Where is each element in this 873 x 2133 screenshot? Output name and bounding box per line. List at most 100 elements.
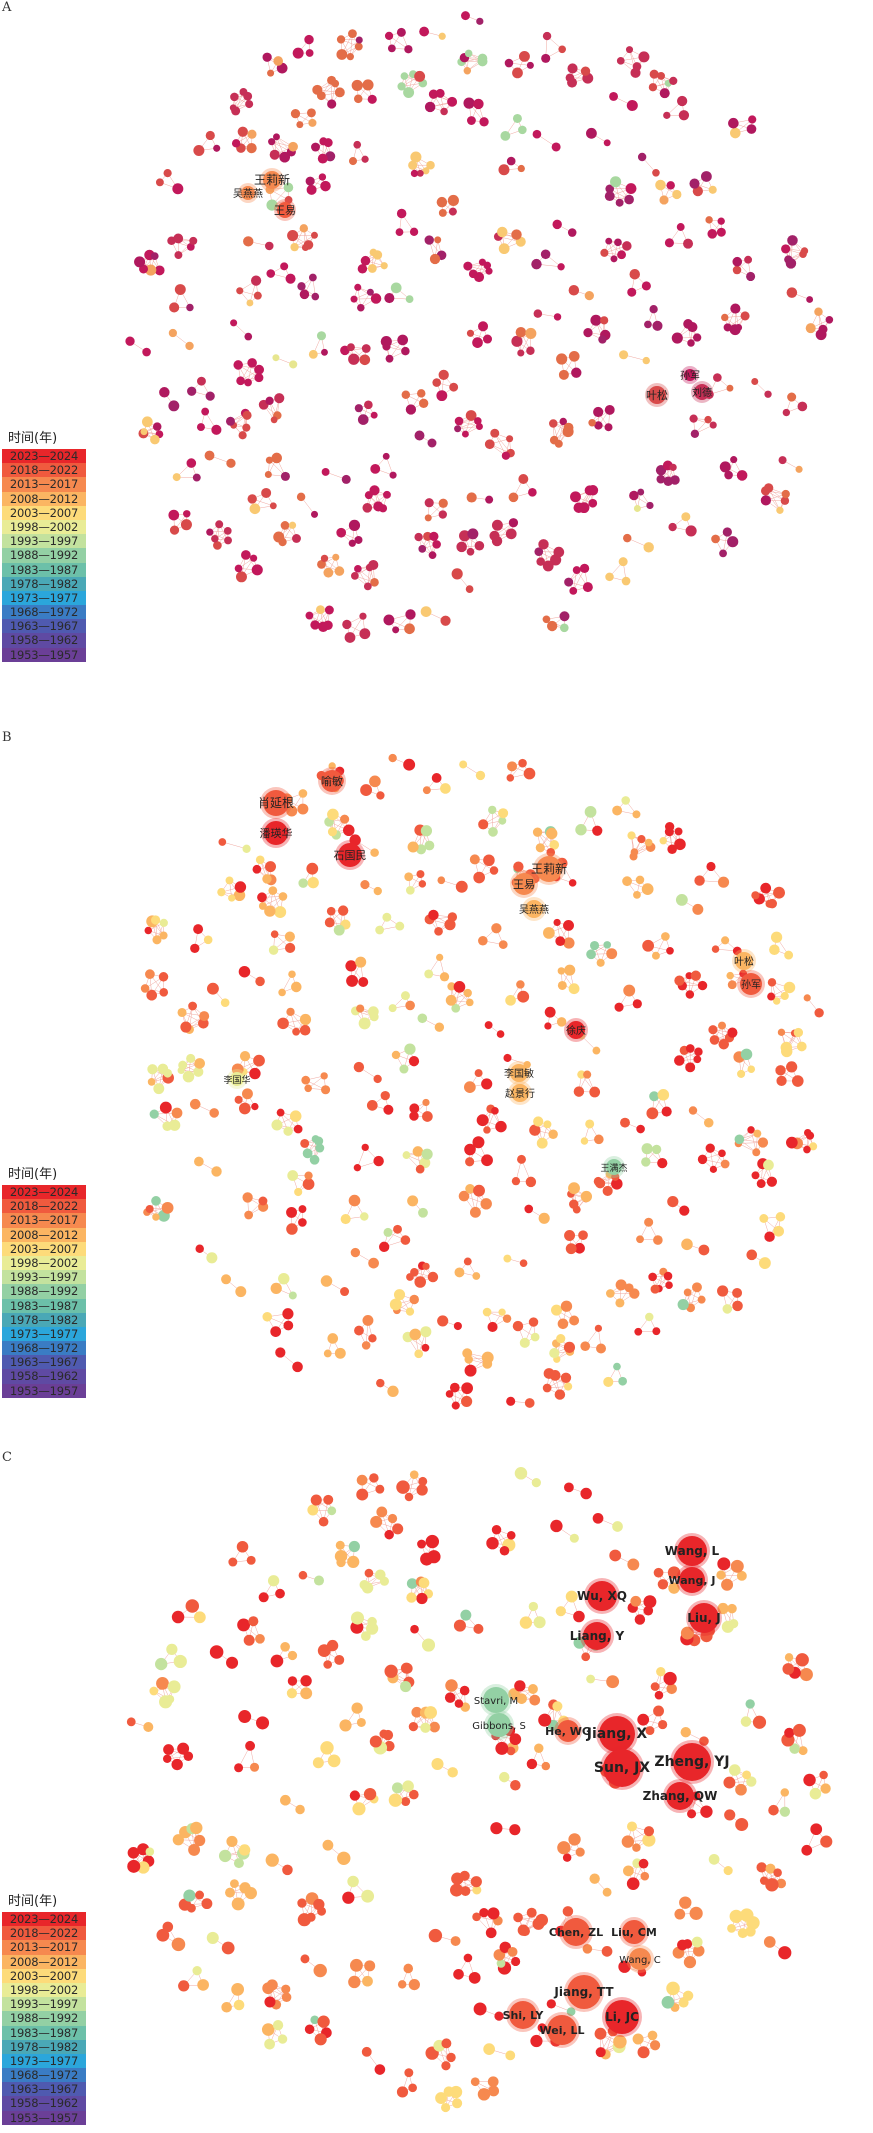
node: [362, 1975, 373, 1987]
node: [125, 336, 135, 346]
node: [688, 1106, 698, 1115]
node: [465, 1157, 475, 1167]
node: [563, 919, 574, 931]
node: [459, 1870, 470, 1881]
node: [333, 924, 345, 936]
node: [233, 1858, 244, 1869]
node: [622, 241, 632, 251]
node: [174, 251, 183, 260]
node: [793, 1027, 804, 1038]
panel-letter: A: [2, 0, 12, 15]
node: [341, 474, 351, 484]
node: [228, 894, 236, 902]
node: [349, 1790, 361, 1801]
node: [614, 1002, 624, 1012]
node: [348, 539, 356, 547]
node: [545, 827, 558, 840]
node: [365, 1622, 379, 1635]
node: [803, 1773, 816, 1787]
node: [324, 917, 335, 928]
node: [301, 243, 310, 252]
hub-node: [670, 1740, 714, 1784]
node: [557, 967, 566, 975]
node: [449, 382, 459, 392]
node: [152, 422, 162, 431]
node: [603, 139, 611, 147]
node: [311, 142, 321, 152]
node: [683, 1288, 692, 1297]
node: [729, 1764, 741, 1776]
node-label: Liu, CM: [611, 1926, 657, 1939]
node: [624, 1283, 634, 1293]
node: [704, 415, 712, 424]
node: [288, 1291, 297, 1300]
node: [588, 419, 596, 427]
node: [592, 1046, 601, 1055]
node: [451, 1401, 460, 1410]
node: [178, 1898, 191, 1911]
node: [262, 874, 272, 884]
legend-item: 1993—1997: [2, 1270, 86, 1285]
node: [573, 502, 584, 513]
node: [308, 118, 317, 127]
node: [569, 1533, 579, 1543]
node: [265, 456, 274, 464]
node: [189, 236, 198, 245]
node: [445, 1679, 458, 1692]
node: [635, 875, 645, 885]
node: [323, 1349, 332, 1358]
node: [529, 1694, 541, 1706]
node: [629, 490, 639, 501]
node: [262, 1311, 273, 1322]
node: [787, 235, 798, 246]
node: [151, 1196, 161, 1206]
node: [671, 332, 683, 344]
node: [729, 324, 741, 336]
node: [336, 35, 346, 44]
node-label: Shi, LY: [503, 2009, 545, 2022]
hub-node: [580, 1619, 614, 1653]
node: [328, 762, 336, 770]
node: [305, 611, 314, 620]
node: [429, 531, 439, 541]
node: [573, 1610, 585, 1623]
node: [384, 1529, 394, 1540]
node: [747, 1126, 755, 1134]
node: [544, 1006, 556, 1018]
node-label: 吴燕燕: [519, 904, 549, 916]
node: [764, 390, 772, 398]
node: [428, 1928, 443, 1943]
node: [558, 45, 566, 54]
node: [362, 503, 373, 513]
hub-node: [584, 1578, 620, 1614]
node: [322, 1839, 334, 1851]
legend-item: 1968—1972: [2, 2068, 86, 2083]
node: [283, 182, 294, 193]
node: [301, 1075, 311, 1085]
node: [272, 2020, 284, 2031]
node: [290, 109, 301, 119]
node: [420, 606, 432, 617]
node: [658, 1719, 668, 1730]
node: [505, 2050, 516, 2061]
node: [196, 423, 205, 432]
node: [404, 45, 413, 54]
node: [536, 557, 545, 566]
node: [390, 282, 402, 294]
node: [406, 1578, 418, 1589]
node: [648, 83, 658, 92]
node: [193, 924, 204, 935]
node: [327, 827, 338, 837]
node: [549, 435, 559, 445]
panel-letter: C: [2, 1450, 12, 1465]
node: [618, 1376, 627, 1386]
node: [153, 1083, 165, 1095]
node-label: 刘德: [692, 386, 712, 399]
node: [408, 160, 418, 170]
node: [242, 1192, 253, 1203]
node: [819, 1770, 828, 1780]
node: [786, 1061, 798, 1073]
node-label: Sun, JX: [594, 1760, 650, 1776]
node: [334, 1550, 348, 1563]
node-label: 喻敏: [321, 774, 343, 788]
